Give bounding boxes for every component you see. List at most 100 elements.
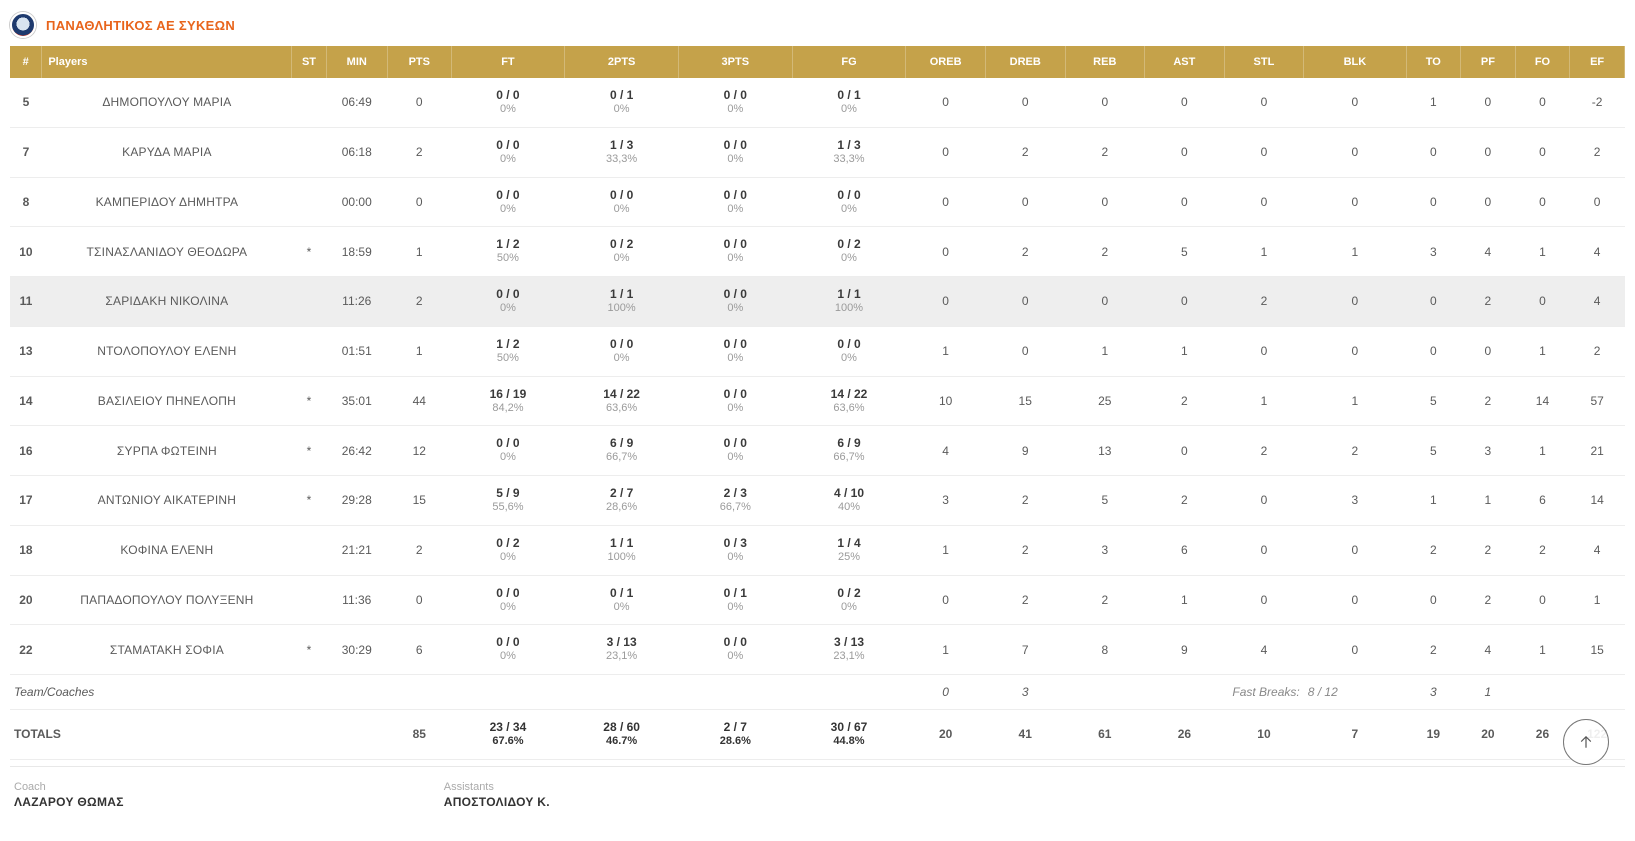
player-name: ΝΤΟΛΟΠΟΥΛΟΥ ΕΛΕΝΗ	[42, 326, 292, 376]
col-num[interactable]: #	[10, 46, 42, 78]
table-row[interactable]: 5ΔΗΜΟΠΟΥΛΟΥ ΜΑΡΙΑ06:4900 / 00%0 / 10%0 /…	[10, 78, 1625, 127]
oreb: 0	[906, 78, 986, 127]
dreb: 2	[985, 525, 1065, 575]
stl: 4	[1224, 625, 1304, 675]
reb: 8	[1065, 625, 1145, 675]
ef: 21	[1570, 426, 1625, 476]
col-ef[interactable]: EF	[1570, 46, 1625, 78]
col-min[interactable]: MIN	[326, 46, 387, 78]
minutes: 29:28	[326, 476, 387, 526]
minutes: 26:42	[326, 426, 387, 476]
oreb: 10	[906, 376, 986, 426]
ef: 4	[1570, 525, 1625, 575]
table-row[interactable]: 20ΠΑΠΑΔΟΠΟΥΛΟΥ ΠΟΛΥΞΕΝΗ11:3600 / 00%0 / …	[10, 575, 1625, 625]
team-pf: 1	[1461, 675, 1516, 710]
p3-cell: 0 / 30%	[678, 525, 792, 575]
col-ast[interactable]: AST	[1145, 46, 1225, 78]
starter-mark	[292, 525, 326, 575]
totals-ft: 23 / 3467.6%	[451, 710, 565, 760]
blk: 1	[1304, 227, 1406, 277]
ast: 2	[1145, 476, 1225, 526]
col-players[interactable]: Players	[42, 46, 292, 78]
starter-mark: *	[292, 227, 326, 277]
fg-cell: 0 / 20%	[792, 575, 906, 625]
col-blk[interactable]: BLK	[1304, 46, 1406, 78]
col-fg[interactable]: FG	[792, 46, 906, 78]
col-fo[interactable]: FO	[1515, 46, 1570, 78]
pf: 2	[1461, 525, 1516, 575]
pf: 2	[1461, 575, 1516, 625]
table-row[interactable]: 7ΚΑΡΥΔΑ ΜΑΡΙΑ06:1820 / 00%1 / 333,3%0 / …	[10, 127, 1625, 177]
p2-cell: 1 / 1100%	[565, 277, 679, 327]
ast: 6	[1145, 525, 1225, 575]
table-row[interactable]: 14ΒΑΣΙΛΕΙΟΥ ΠΗΝΕΛΟΠΗ*35:014416 / 1984,2%…	[10, 376, 1625, 426]
table-row[interactable]: 13ΝΤΟΛΟΠΟΥΛΟΥ ΕΛΕΝΗ01:5111 / 250%0 / 00%…	[10, 326, 1625, 376]
player-number: 8	[10, 177, 42, 227]
fg-cell: 3 / 1323,1%	[792, 625, 906, 675]
player-name: ΚΑΜΠΕΡΙΔΟΥ ΔΗΜΗΤΡΑ	[42, 177, 292, 227]
to: 2	[1406, 525, 1461, 575]
minutes: 01:51	[326, 326, 387, 376]
col-to[interactable]: TO	[1406, 46, 1461, 78]
col-stl[interactable]: STL	[1224, 46, 1304, 78]
table-row[interactable]: 10ΤΣΙΝΑΣΛΑΝΙΔΟΥ ΘΕΟΔΩΡΑ*18:5911 / 250%0 …	[10, 227, 1625, 277]
player-number: 13	[10, 326, 42, 376]
scroll-to-top-button[interactable]	[1563, 719, 1609, 765]
ft-cell: 0 / 00%	[451, 78, 565, 127]
col-dreb[interactable]: DREB	[985, 46, 1065, 78]
table-row[interactable]: 18ΚΟΦΙΝΑ ΕΛΕΝΗ21:2120 / 20%1 / 1100%0 / …	[10, 525, 1625, 575]
arrow-up-icon	[1577, 733, 1595, 751]
pf: 0	[1461, 127, 1516, 177]
p2-cell: 0 / 00%	[565, 177, 679, 227]
player-number: 20	[10, 575, 42, 625]
table-row[interactable]: 8ΚΑΜΠΕΡΙΔΟΥ ΔΗΜΗΤΡΑ00:0000 / 00%0 / 00%0…	[10, 177, 1625, 227]
col-pf[interactable]: PF	[1461, 46, 1516, 78]
player-number: 22	[10, 625, 42, 675]
reb: 2	[1065, 575, 1145, 625]
fg-cell: 0 / 00%	[792, 177, 906, 227]
totals-row: TOTALS 85 23 / 3467.6% 28 / 6046.7% 2 / …	[10, 710, 1625, 760]
points: 2	[387, 127, 451, 177]
blk: 0	[1304, 127, 1406, 177]
col-3pts[interactable]: 3PTS	[678, 46, 792, 78]
reb: 1	[1065, 326, 1145, 376]
assistants-label: Assistants	[444, 781, 550, 793]
col-st[interactable]: ST	[292, 46, 326, 78]
player-number: 17	[10, 476, 42, 526]
starter-mark	[292, 127, 326, 177]
to: 0	[1406, 127, 1461, 177]
p2-cell: 0 / 20%	[565, 227, 679, 277]
fo: 2	[1515, 525, 1570, 575]
points: 1	[387, 227, 451, 277]
totals-2pts: 28 / 6046.7%	[565, 710, 679, 760]
ef: 1	[1570, 575, 1625, 625]
ft-cell: 16 / 1984,2%	[451, 376, 565, 426]
col-pts[interactable]: PTS	[387, 46, 451, 78]
minutes: 18:59	[326, 227, 387, 277]
col-2pts[interactable]: 2PTS	[565, 46, 679, 78]
team-header: ΠΑΝΑΘΛΗΤΙΚΟΣ ΑΕ ΣΥΚΕΩΝ	[10, 0, 1625, 46]
p2-cell: 1 / 333,3%	[565, 127, 679, 177]
table-row[interactable]: 16ΣΥΡΠΑ ΦΩΤΕΙΝΗ*26:42120 / 00%6 / 966,7%…	[10, 426, 1625, 476]
table-row[interactable]: 11ΣΑΡΙΔΑΚΗ ΝΙΚΟΛΙΝΑ11:2620 / 00%1 / 1100…	[10, 277, 1625, 327]
reb: 25	[1065, 376, 1145, 426]
player-name: ΠΑΠΑΔΟΠΟΥΛΟΥ ΠΟΛΥΞΕΝΗ	[42, 575, 292, 625]
ast: 0	[1145, 127, 1225, 177]
table-row[interactable]: 17ΑΝΤΩΝΙΟΥ ΑΙΚΑΤΕΡΙΝΗ*29:28155 / 955,6%2…	[10, 476, 1625, 526]
table-row[interactable]: 22ΣΤΑΜΑΤΑΚΗ ΣΟΦΙΑ*30:2960 / 00%3 / 1323,…	[10, 625, 1625, 675]
starter-mark: *	[292, 625, 326, 675]
ft-cell: 0 / 00%	[451, 277, 565, 327]
col-ft[interactable]: FT	[451, 46, 565, 78]
ast: 1	[1145, 575, 1225, 625]
col-oreb[interactable]: OREB	[906, 46, 986, 78]
fg-cell: 1 / 425%	[792, 525, 906, 575]
stl: 0	[1224, 575, 1304, 625]
ef: 0	[1570, 177, 1625, 227]
player-number: 18	[10, 525, 42, 575]
team-oreb: 0	[906, 675, 986, 710]
p3-cell: 0 / 00%	[678, 376, 792, 426]
assistants-name: ΑΠΟΣΤΟΛΙΔΟΥ Κ.	[444, 795, 550, 809]
col-reb[interactable]: REB	[1065, 46, 1145, 78]
ef: 14	[1570, 476, 1625, 526]
ast: 0	[1145, 177, 1225, 227]
